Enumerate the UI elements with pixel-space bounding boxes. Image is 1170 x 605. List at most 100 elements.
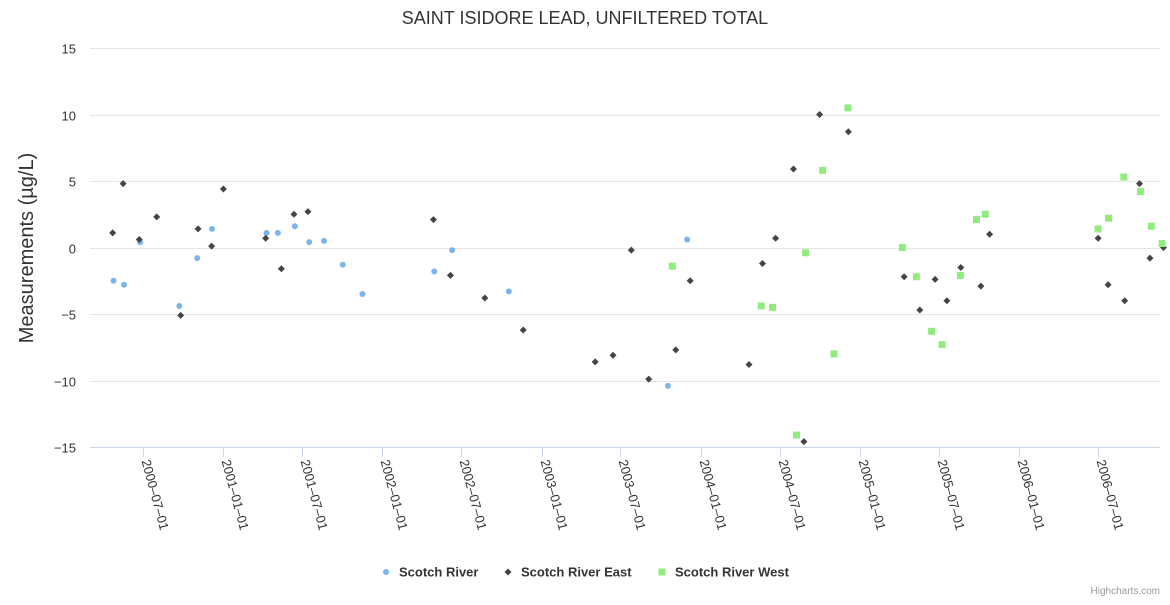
grid-lines bbox=[90, 48, 1160, 448]
x-tick-label: 2004–01–01 bbox=[697, 458, 730, 532]
data-point bbox=[177, 311, 185, 319]
data-point bbox=[627, 246, 635, 254]
data-point bbox=[830, 350, 838, 358]
data-point bbox=[1094, 234, 1102, 242]
legend-item[interactable]: Scotch River East bbox=[504, 565, 633, 580]
data-point bbox=[519, 326, 527, 334]
data-point bbox=[684, 236, 691, 243]
x-tick-label: 2000–07–01 bbox=[139, 458, 172, 532]
data-point bbox=[928, 327, 936, 335]
data-point bbox=[306, 239, 313, 246]
data-point bbox=[110, 277, 117, 284]
data-point bbox=[359, 291, 366, 298]
data-point bbox=[591, 358, 599, 366]
data-point bbox=[844, 104, 852, 112]
data-point bbox=[194, 225, 202, 233]
data-point bbox=[1094, 225, 1102, 233]
data-point bbox=[1104, 281, 1112, 289]
data-point bbox=[844, 128, 852, 136]
data-point bbox=[664, 382, 671, 389]
data-point bbox=[898, 244, 906, 251]
data-point bbox=[429, 216, 437, 224]
data-point bbox=[981, 210, 989, 218]
legend-symbol bbox=[383, 569, 389, 575]
y-tick-label: −15 bbox=[54, 441, 76, 456]
data-point bbox=[609, 351, 617, 359]
data-point bbox=[759, 259, 767, 267]
credits-link[interactable]: Highcharts.com bbox=[1091, 586, 1160, 597]
data-point bbox=[109, 229, 117, 237]
data-point bbox=[1158, 240, 1166, 248]
data-point bbox=[986, 230, 994, 238]
x-tick-label: 2001–01–01 bbox=[219, 458, 252, 532]
data-point bbox=[757, 302, 765, 310]
data-point bbox=[262, 234, 270, 242]
data-point bbox=[321, 237, 328, 244]
series-scotch-river-west bbox=[668, 104, 1166, 439]
data-point bbox=[219, 185, 227, 193]
data-point bbox=[449, 247, 456, 254]
data-point bbox=[290, 210, 298, 218]
y-tick-label: 0 bbox=[69, 242, 76, 257]
data-point bbox=[481, 294, 489, 302]
data-point bbox=[1146, 254, 1154, 262]
data-point bbox=[431, 268, 438, 275]
y-tick-label: 5 bbox=[69, 175, 76, 190]
data-point bbox=[135, 236, 143, 244]
x-tick-label: 2005–01–01 bbox=[856, 458, 889, 532]
data-point bbox=[938, 341, 946, 349]
y-axis-title: Measurements (µg/L) bbox=[16, 153, 38, 343]
series-scotch-river bbox=[110, 223, 691, 389]
data-point bbox=[304, 208, 312, 216]
x-tick-label: 2001–07–01 bbox=[298, 458, 331, 532]
data-point bbox=[176, 303, 183, 310]
x-tick-label: 2005–07–01 bbox=[935, 458, 968, 532]
data-point bbox=[931, 275, 939, 283]
legend-symbol bbox=[504, 568, 512, 576]
data-point bbox=[263, 229, 270, 236]
data-point bbox=[977, 282, 985, 290]
data-point bbox=[943, 297, 951, 305]
x-tick-label: 2002–01–01 bbox=[378, 458, 411, 532]
legend-item[interactable]: Scotch River West bbox=[658, 565, 790, 580]
data-point bbox=[1147, 222, 1155, 230]
data-point bbox=[800, 438, 808, 446]
data-point bbox=[957, 263, 965, 271]
data-point bbox=[291, 223, 298, 230]
data-point bbox=[153, 213, 161, 221]
x-axis: 2000–07–01 2001–01–01 2001–07–01 2002–01–01… bbox=[139, 447, 1127, 532]
data-point bbox=[793, 431, 801, 439]
data-point bbox=[816, 111, 824, 118]
data-point bbox=[672, 346, 680, 354]
x-tick-label: 2003–01–01 bbox=[538, 458, 571, 532]
y-tick-label: −5 bbox=[61, 308, 76, 323]
data-point bbox=[802, 249, 810, 257]
data-point bbox=[1136, 188, 1144, 196]
chart-title: SAINT ISIDORE LEAD, UNFILTERED TOTAL bbox=[402, 8, 768, 28]
legend[interactable]: Scotch River Scotch River East Scotch Rive… bbox=[383, 565, 790, 580]
y-tick-label: 10 bbox=[62, 109, 76, 124]
x-tick-label: 2004–07–01 bbox=[776, 458, 809, 532]
y-axis: 15 10 5 0 −5 −10 −15 bbox=[54, 42, 76, 456]
data-point bbox=[274, 229, 281, 236]
data-point bbox=[1105, 214, 1113, 222]
data-point bbox=[446, 271, 454, 279]
data-point bbox=[916, 306, 924, 314]
legend-item[interactable]: Scotch River bbox=[383, 565, 478, 580]
x-tick-label: 2002–07–01 bbox=[457, 458, 490, 532]
data-point bbox=[194, 255, 201, 262]
series-scotch-river-east bbox=[109, 111, 1167, 446]
data-point bbox=[120, 281, 127, 288]
data-point bbox=[769, 303, 777, 311]
x-tick-label: 2003–07–01 bbox=[616, 458, 649, 532]
x-tick-label: 2006–01–01 bbox=[1015, 458, 1048, 532]
legend-label: Scotch River West bbox=[675, 565, 790, 580]
data-point bbox=[900, 273, 908, 281]
data-point bbox=[912, 273, 920, 281]
y-tick-label: −10 bbox=[54, 375, 76, 390]
data-point bbox=[789, 165, 797, 173]
data-point bbox=[1120, 173, 1128, 181]
x-tick-label: 2006–07–01 bbox=[1094, 458, 1127, 532]
